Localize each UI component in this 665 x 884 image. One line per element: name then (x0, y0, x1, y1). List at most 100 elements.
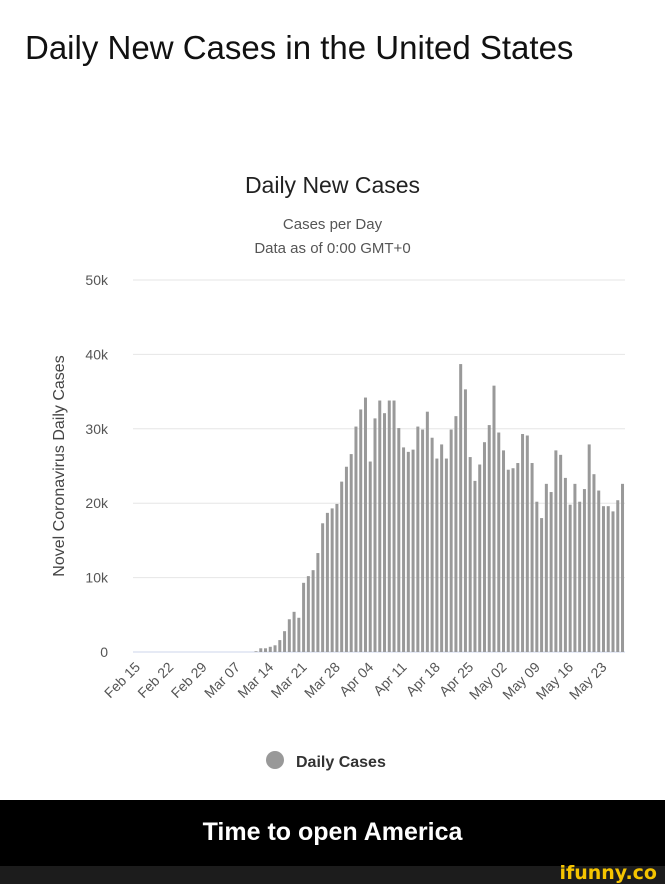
bar (264, 648, 268, 652)
legend-marker[interactable] (266, 751, 284, 769)
bar (454, 416, 458, 652)
x-tick-label: Mar 07 (201, 659, 243, 701)
bar (606, 506, 610, 652)
bar (268, 646, 272, 652)
bar (449, 429, 453, 652)
x-tick-label: Apr 18 (403, 659, 444, 700)
bar (259, 648, 263, 652)
y-tick-label: 20k (85, 495, 109, 511)
footer-bar: ifunny.co (0, 862, 665, 884)
bar (592, 474, 596, 652)
y-tick-label: 40k (85, 346, 109, 362)
bar (444, 458, 448, 652)
bar (273, 645, 277, 652)
bar (578, 501, 582, 652)
bar (321, 523, 325, 652)
bar (492, 385, 496, 652)
x-tick-label: Mar 21 (268, 659, 310, 701)
meme-caption: Time to open America (0, 800, 665, 866)
bar (359, 409, 363, 652)
x-tick-label: Apr 04 (336, 659, 377, 700)
bar (283, 631, 287, 652)
bar (554, 450, 558, 652)
ifunny-logo: ifunny.co (559, 862, 657, 884)
bar (330, 508, 334, 652)
bar (435, 458, 439, 652)
bar (540, 518, 544, 652)
bar (440, 444, 444, 652)
page-title: Daily New Cases in the United States (25, 29, 574, 66)
bar (325, 512, 329, 652)
bar (349, 454, 353, 652)
bar (406, 451, 410, 652)
bar (535, 501, 539, 652)
bar (482, 442, 486, 652)
bar (416, 426, 420, 652)
chart-subtitle-2: Data as of 0:00 GMT+0 (254, 240, 411, 257)
y-tick-label: 30k (85, 421, 109, 437)
legend-label[interactable]: Daily Cases (296, 754, 386, 771)
bar (573, 483, 577, 652)
bar (306, 576, 310, 652)
bar (297, 617, 301, 652)
x-tick-label: Apr 11 (370, 659, 410, 699)
bar (340, 481, 344, 652)
bar (506, 469, 510, 652)
bar (411, 449, 415, 652)
bar (563, 477, 567, 652)
bar (530, 463, 534, 652)
x-tick-label: Feb 22 (134, 659, 176, 701)
bar (459, 364, 463, 652)
x-tick-label: Mar 14 (234, 659, 276, 701)
bar (373, 418, 377, 652)
bar (311, 570, 315, 652)
bar (302, 582, 306, 652)
bar (497, 432, 501, 652)
x-tick-label: Feb 29 (168, 659, 210, 701)
bar (601, 506, 605, 652)
bar (525, 435, 529, 652)
bar (621, 483, 625, 652)
bar (421, 429, 425, 652)
bar (487, 425, 491, 652)
y-tick-label: 0 (100, 644, 108, 660)
bar (278, 640, 282, 652)
bar (597, 490, 601, 652)
bar (473, 480, 477, 652)
bar (344, 466, 348, 652)
y-tick-label: 10k (85, 570, 109, 586)
bar (378, 400, 382, 652)
bar (468, 457, 472, 652)
bar (582, 489, 586, 652)
x-tick-label: May 23 (566, 659, 610, 703)
bar (335, 503, 339, 652)
bar (611, 511, 615, 652)
bar (559, 454, 563, 652)
bar (544, 483, 548, 652)
bar (502, 450, 506, 652)
bar (549, 492, 553, 652)
x-tick-label: Feb 15 (101, 659, 143, 701)
x-tick-label: Mar 28 (301, 659, 343, 701)
bar (463, 389, 467, 652)
bar (287, 619, 291, 652)
bar (254, 651, 258, 652)
bar (616, 500, 620, 652)
bar (368, 461, 372, 652)
bar (292, 611, 296, 652)
bar (383, 413, 387, 652)
bar (392, 400, 396, 652)
bar (516, 463, 520, 652)
bar (425, 411, 429, 652)
bar (478, 464, 482, 652)
bar (587, 444, 591, 652)
bar (568, 504, 572, 652)
chart-title: Daily New Cases (244, 172, 421, 198)
bar (511, 468, 515, 652)
bar (316, 553, 320, 652)
y-axis-label: Novel Coronavirus Daily Cases (51, 355, 68, 576)
bar (387, 400, 391, 652)
bar (521, 434, 525, 652)
bar (354, 426, 358, 652)
